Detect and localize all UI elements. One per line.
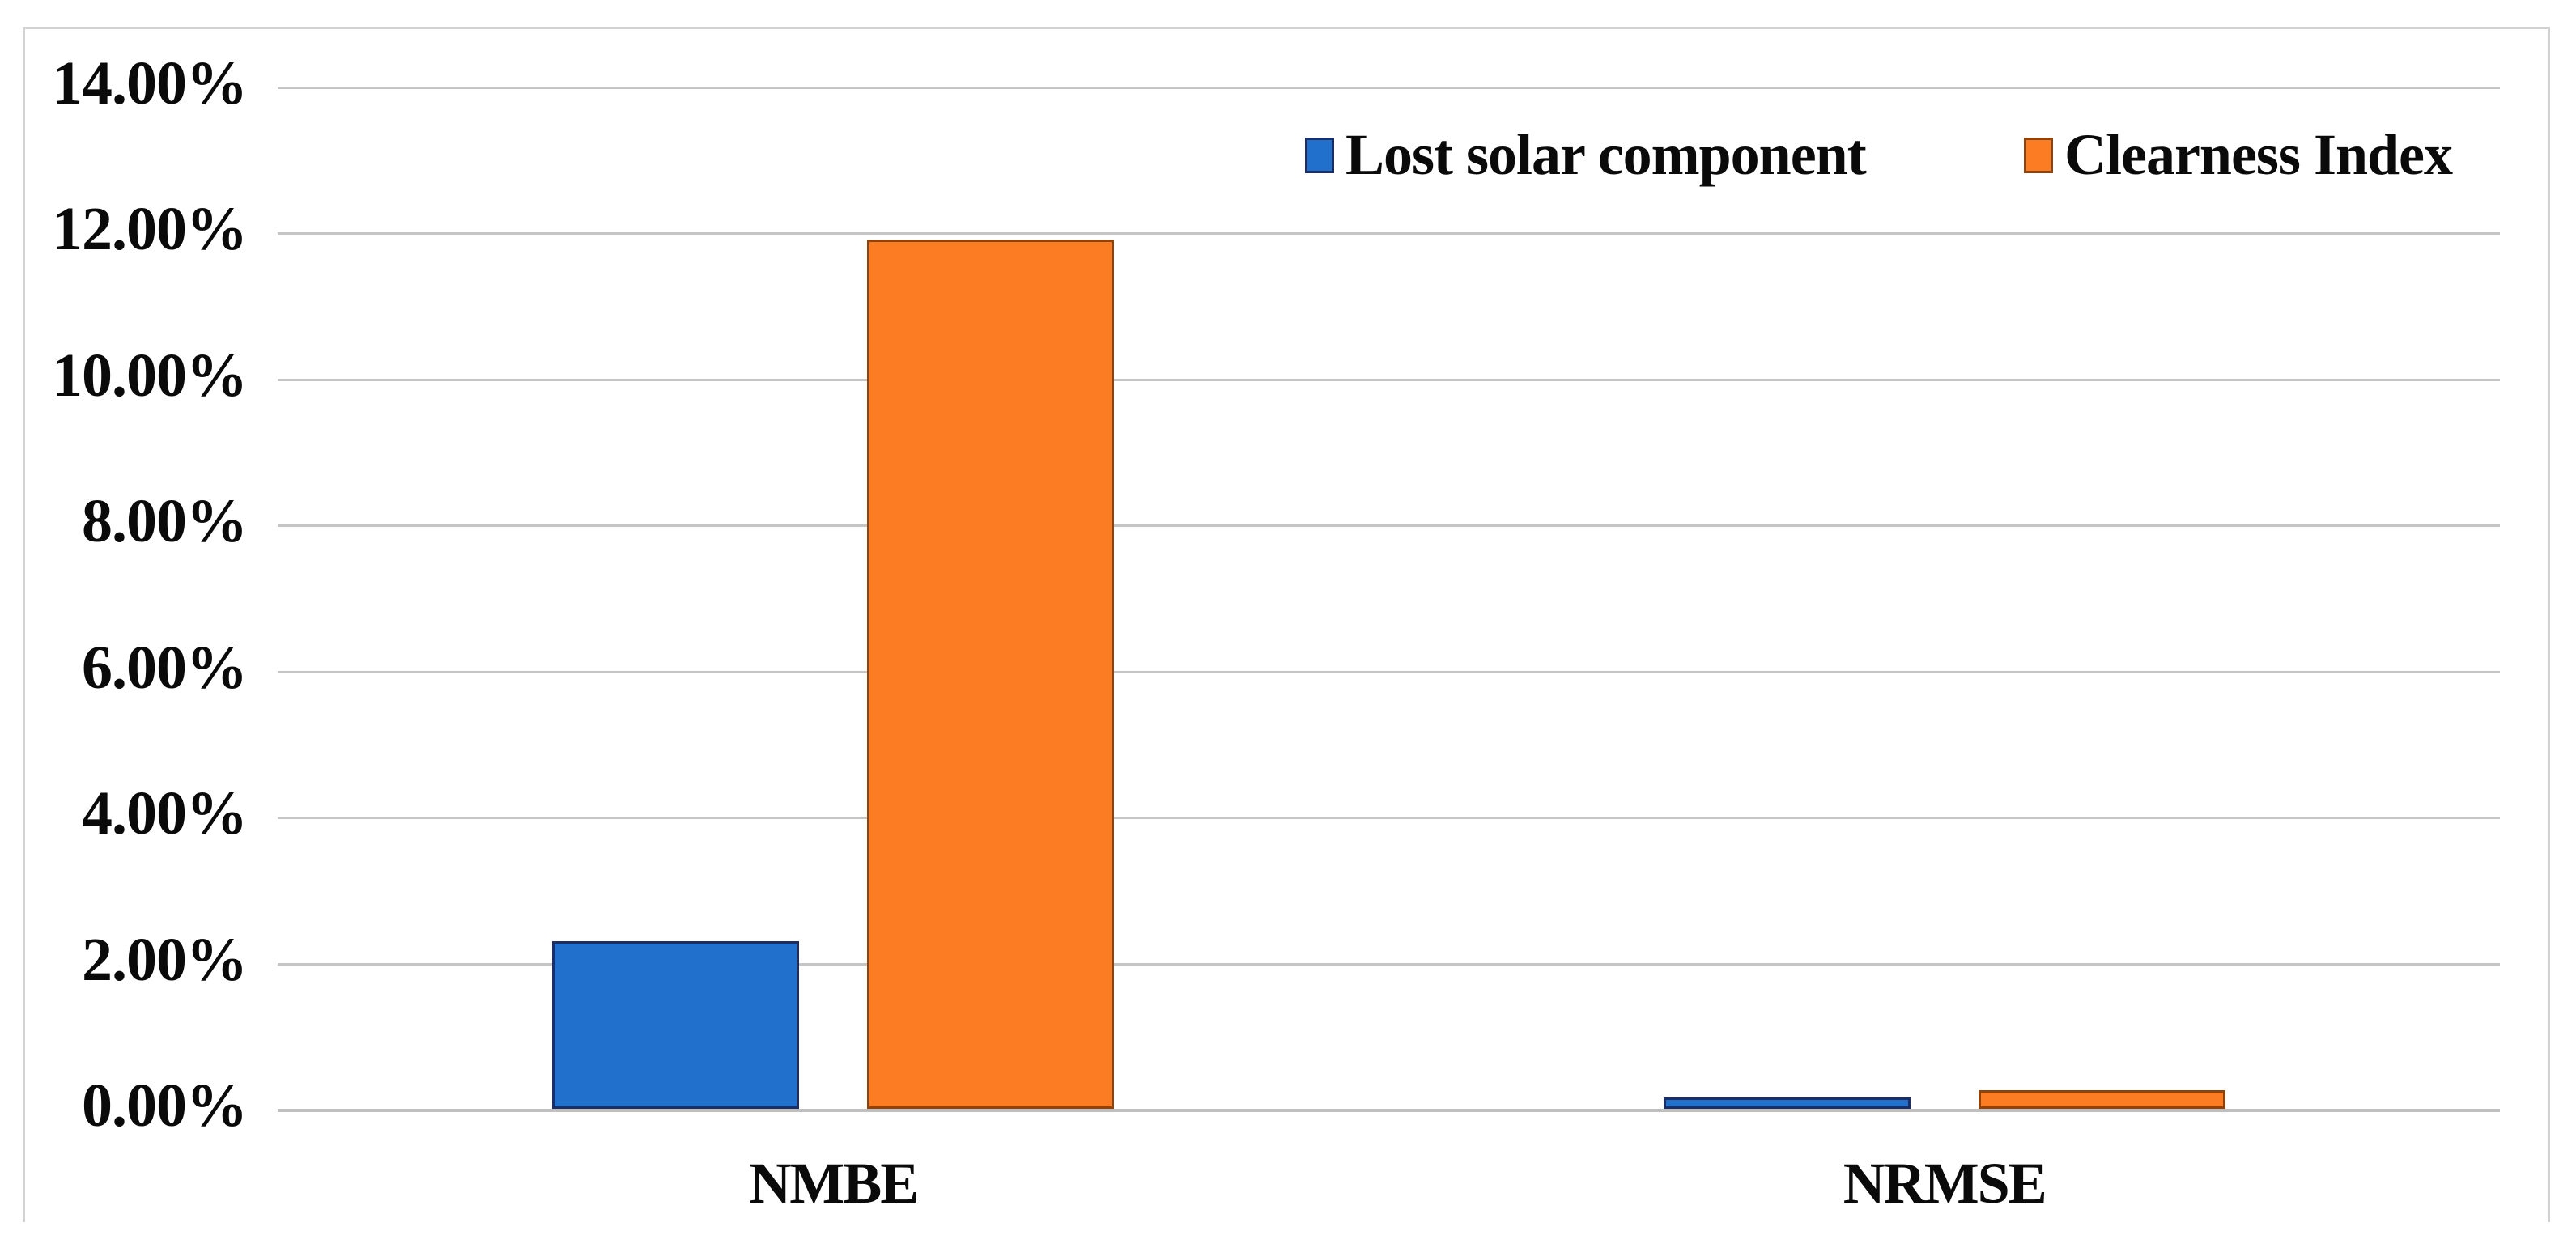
- gridline-4.00%: [278, 817, 2500, 820]
- y-axis-label: 4.00%: [82, 779, 248, 848]
- y-axis-label: 6.00%: [82, 633, 248, 702]
- bar-lost-solar-component-nrmse: [1663, 1097, 1911, 1109]
- y-axis-label: 14.00%: [52, 49, 248, 118]
- y-axis-label: 8.00%: [82, 487, 248, 556]
- bar-clearness-index-nrmse: [1978, 1090, 2225, 1109]
- x-axis-label-nmbe: NMBE: [749, 1151, 919, 1216]
- gridline-8.00%: [278, 524, 2500, 528]
- legend-item-lost-solar-component: Lost solar component: [1305, 121, 1867, 189]
- y-axis-label: 2.00%: [82, 925, 248, 994]
- gridline-14.00%: [278, 87, 2500, 89]
- legend-label-clearness-index: Clearness Index: [2064, 122, 2453, 187]
- legend-swatch-clearness-index: [2024, 137, 2053, 173]
- y-axis-label: 10.00%: [52, 341, 248, 410]
- chart-frame: 0.00% 2.00% 4.00% 6.00% 8.00% 10.00% 12.00% 14.…: [23, 27, 2550, 1222]
- legend-swatch-lost-solar-component: [1305, 137, 1334, 173]
- x-axis-label-nrmse: NRMSE: [1843, 1151, 2047, 1216]
- bar-lost-solar-component-nmbe: [552, 940, 800, 1109]
- gridline-6.00%: [278, 670, 2500, 673]
- gridline-12.00%: [278, 232, 2500, 236]
- y-axis-label: 0.00%: [82, 1072, 248, 1140]
- y-axis-label: 12.00%: [52, 195, 248, 264]
- gridline-10.00%: [278, 378, 2500, 381]
- gridline-0.00%: [278, 1109, 2500, 1112]
- gridline-2.00%: [278, 962, 2500, 966]
- bar-clearness-index-nmbe: [867, 240, 1115, 1109]
- legend-label-lost-solar-component: Lost solar component: [1345, 122, 1867, 187]
- legend-item-clearness-index: Clearness Index: [2024, 121, 2453, 189]
